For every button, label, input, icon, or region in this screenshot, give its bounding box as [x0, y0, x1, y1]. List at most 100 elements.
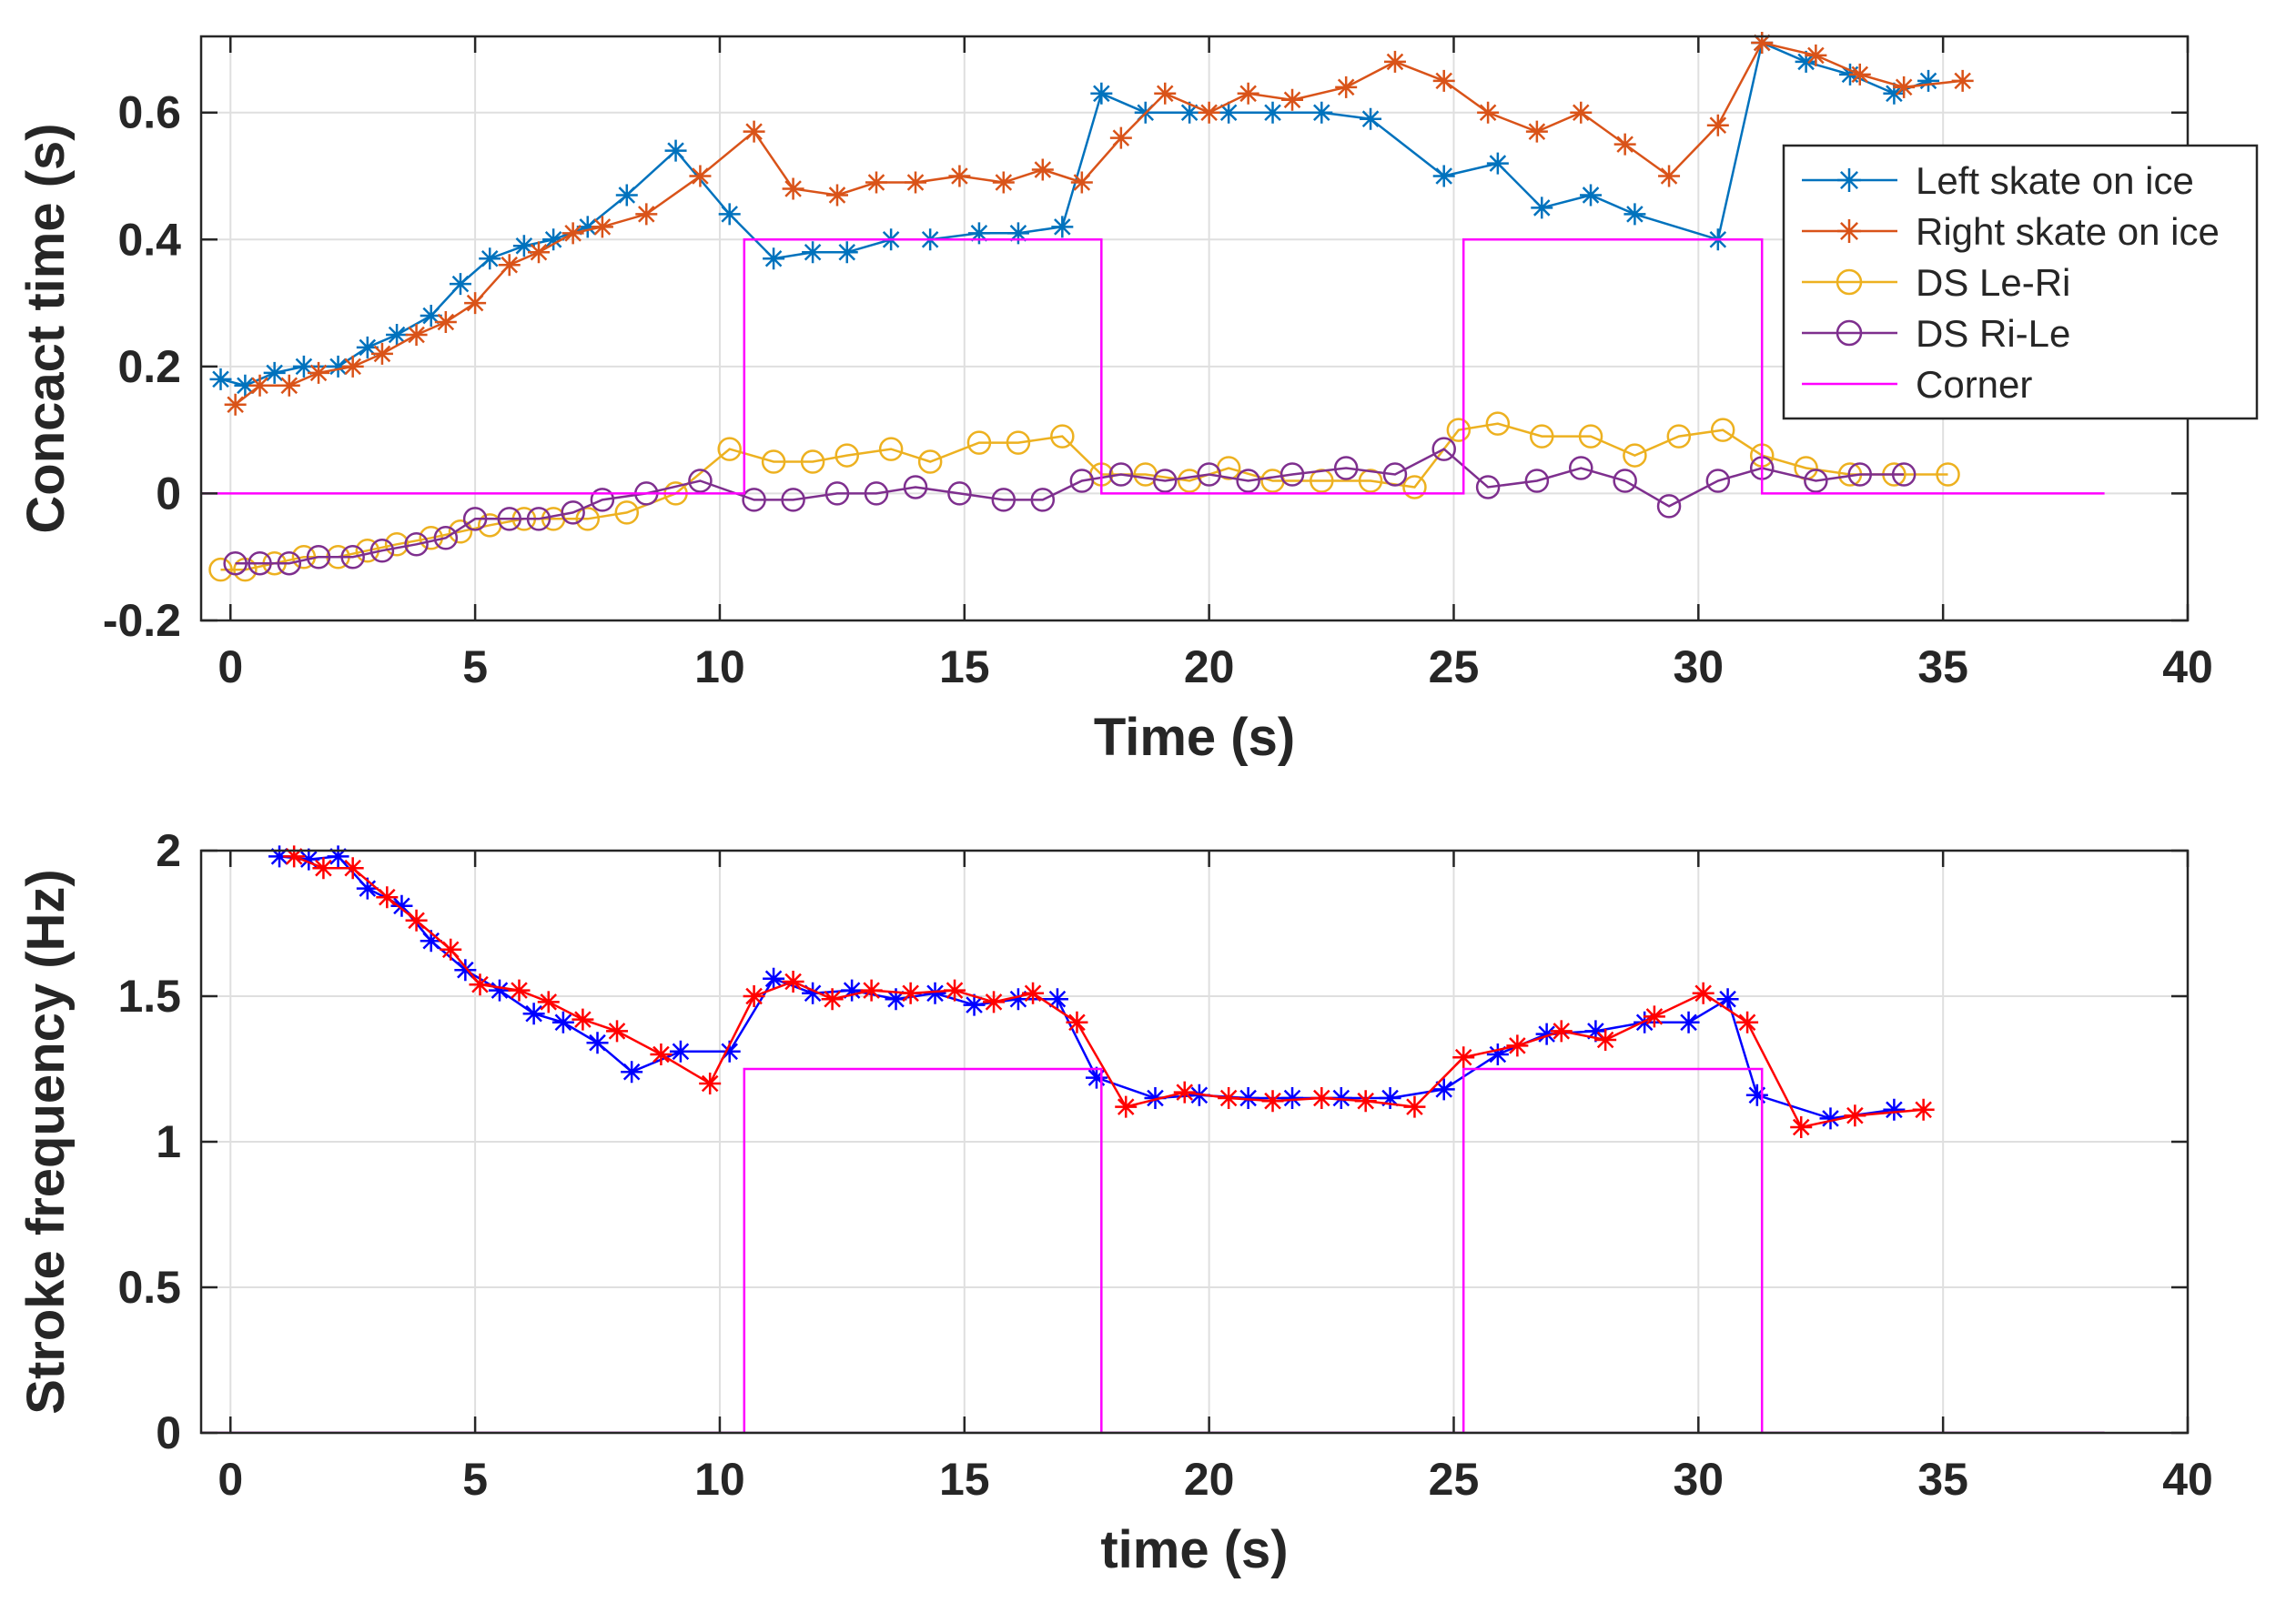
- data-point: [1310, 101, 1333, 124]
- data-point: [1403, 1095, 1426, 1118]
- data-point: [224, 393, 247, 416]
- data-point: [761, 449, 786, 474]
- data-point: [298, 848, 320, 871]
- data-point: [903, 475, 928, 499]
- data-point: [1623, 203, 1646, 226]
- data-point: [1006, 988, 1029, 1011]
- data-point: [615, 184, 638, 207]
- data-point: [614, 500, 640, 525]
- x-tick-label: 30: [1674, 1454, 1725, 1505]
- data-point: [983, 991, 1006, 1013]
- data-point: [1006, 222, 1029, 245]
- data-point: [586, 1032, 609, 1054]
- data-point: [1917, 69, 1940, 92]
- data-point: [1069, 469, 1095, 493]
- y-tick-label: 0.4: [117, 214, 181, 265]
- data-point: [1525, 120, 1548, 143]
- data-point: [1530, 424, 1554, 449]
- data-point: [1643, 1005, 1665, 1028]
- data-point: [1178, 101, 1201, 124]
- legend-label: Left skate on ice: [1916, 159, 2194, 202]
- x-tick-label: 20: [1184, 1454, 1235, 1505]
- data-point: [1431, 437, 1456, 461]
- data-point: [488, 979, 511, 1002]
- data-point: [283, 845, 306, 868]
- data-point: [991, 488, 1017, 512]
- x-tick-label: 15: [939, 1454, 990, 1505]
- data-point: [340, 544, 365, 570]
- data-point: [1847, 462, 1873, 487]
- data-point: [404, 532, 429, 557]
- data-point: [1198, 101, 1220, 124]
- data-point: [1613, 469, 1637, 493]
- data-point: [1402, 475, 1427, 499]
- legend-item: Right skate on ice: [1802, 210, 2220, 253]
- data-point: [526, 507, 551, 531]
- data-point: [992, 171, 1015, 194]
- data-point: [369, 538, 395, 563]
- data-point: [1613, 133, 1636, 156]
- data-point: [1578, 424, 1603, 449]
- data-point: [497, 507, 521, 531]
- data-point: [924, 982, 946, 1004]
- legend-item: Corner: [1802, 363, 2032, 406]
- data-point: [743, 120, 765, 143]
- data-point: [440, 938, 462, 961]
- data-point: [1085, 1066, 1108, 1089]
- data-point: [1936, 462, 1960, 487]
- x-tick-label: 15: [939, 641, 990, 692]
- data-point: [967, 222, 990, 245]
- data-point: [1237, 1087, 1259, 1109]
- data-point: [1891, 462, 1917, 487]
- x-tick-label: 25: [1429, 1454, 1480, 1505]
- data-point: [306, 544, 331, 570]
- y-tick-label: 0.5: [117, 1262, 181, 1313]
- x-tick-label: 0: [217, 1454, 243, 1505]
- data-point: [1951, 69, 1974, 92]
- series-line: [235, 448, 1905, 565]
- data-point: [899, 982, 922, 1004]
- data-point: [718, 1040, 741, 1063]
- data-point: [1109, 126, 1132, 149]
- series-corner: [201, 1067, 2105, 1433]
- data-point: [1656, 494, 1682, 519]
- data-point: [1751, 31, 1774, 54]
- data-point: [635, 203, 658, 226]
- data-point: [1486, 152, 1509, 175]
- data-point: [1535, 1023, 1558, 1045]
- data-point: [1790, 1116, 1813, 1138]
- data-point: [522, 1003, 545, 1025]
- y-tick-label: 0: [156, 1407, 181, 1458]
- data-point: [277, 550, 302, 576]
- x-tick-label: 10: [694, 641, 745, 692]
- data-point: [454, 959, 477, 982]
- data-point: [763, 967, 785, 990]
- data-point: [1446, 418, 1472, 442]
- data-point: [1031, 158, 1054, 181]
- series-right-skate-on-ice: [224, 31, 1974, 416]
- data-point: [1382, 462, 1408, 487]
- series-left-skate-on-ice: [209, 31, 1940, 397]
- legend-label: Right skate on ice: [1916, 210, 2220, 253]
- x-tick-label: 40: [2162, 1454, 2213, 1505]
- y-tick-label: 1: [156, 1116, 181, 1167]
- data-point: [1805, 44, 1827, 66]
- data-point: [1050, 424, 1075, 449]
- data-point: [1051, 216, 1074, 238]
- data-point: [1046, 988, 1068, 1011]
- data-point: [1070, 171, 1093, 194]
- data-point: [664, 139, 687, 162]
- data-point: [917, 449, 943, 474]
- data-point: [905, 171, 927, 194]
- data-point: [1022, 982, 1045, 1004]
- data-point: [1333, 456, 1359, 480]
- data-point: [1475, 475, 1501, 499]
- data-point: [1173, 1081, 1196, 1104]
- data-point: [835, 241, 858, 264]
- data-point: [1623, 443, 1647, 468]
- data-point: [1736, 1011, 1759, 1033]
- data-point: [308, 361, 330, 384]
- data-point: [1706, 114, 1729, 136]
- data-point: [1795, 50, 1817, 73]
- data-point: [341, 355, 364, 378]
